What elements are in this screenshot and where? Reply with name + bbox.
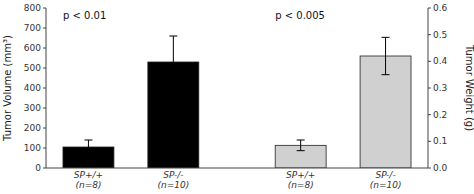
y2-axis-label: Tumor Weight (g) (464, 44, 474, 131)
y-tick-label: 700 (24, 23, 41, 33)
y2-tick-label: 0.6 (433, 3, 448, 13)
plot-marks (63, 36, 411, 168)
error-cap (84, 140, 92, 141)
y2-tick (428, 8, 431, 9)
y2-tick-label: 0.1 (433, 136, 447, 146)
page: {"chart_data": { "type": "bar", "categor… (0, 0, 474, 194)
error-cap (84, 154, 92, 155)
error-line (173, 36, 174, 88)
error-cap (382, 37, 390, 38)
x-tick-label-line: (n=10) (157, 180, 189, 190)
x-tick-label: SP+/+(n=8) (286, 170, 315, 190)
y2-tick-label: 0.3 (433, 83, 447, 93)
error-bar (84, 140, 92, 154)
y2-tick (428, 34, 431, 35)
error-cap (382, 74, 390, 75)
y-tick-label: 600 (24, 43, 41, 53)
error-line (385, 37, 386, 74)
y-tick (43, 28, 46, 29)
y2-tick-label: 0.0 (433, 163, 448, 173)
x-axis-line (46, 168, 428, 169)
y-tick (43, 68, 46, 69)
annotation: p < 0.005 (275, 10, 325, 21)
y-tick-label: 100 (24, 143, 41, 153)
y2-tick (428, 88, 431, 89)
y2-tick (428, 114, 431, 115)
x-tick-label-line: (n=10) (370, 180, 402, 190)
error-bar (297, 140, 305, 151)
y2-tick-label: 0.4 (433, 56, 448, 66)
error-cap (169, 88, 177, 89)
y2-tick (428, 168, 431, 169)
x-tick-label-line: (n=8) (75, 180, 101, 190)
annotation: p < 0.01 (63, 10, 106, 21)
chart: 0 100 200 300 400 500 600 700 800 0.0 0.1 0.2 0.3 0.4… (0, 0, 474, 194)
x-tick-label: SP+/+(n=8) (74, 170, 103, 190)
x-tick-label-line: SP+/+ (286, 170, 315, 180)
error-bar (169, 36, 177, 88)
error-line (88, 140, 89, 154)
y-tick (43, 88, 46, 89)
y-tick-label: 300 (24, 103, 41, 113)
y2-tick (428, 61, 431, 62)
y-tick (43, 48, 46, 49)
y-tick (43, 148, 46, 149)
y-axis-label: Tumor Volume (mm³) (2, 35, 13, 142)
y-tick-label: 500 (24, 63, 41, 73)
y-tick (43, 8, 46, 9)
y2-tick-label: 0.2 (433, 110, 447, 120)
y2-tick-label: 0.5 (433, 30, 447, 40)
x-tick-label: SP-/-(n=10) (157, 170, 189, 190)
x-tick-label-line: SP+/+ (74, 170, 103, 180)
error-cap (297, 150, 305, 151)
x-tick-label-line: SP-/- (375, 170, 395, 180)
y2-tick (428, 141, 431, 142)
y-tick-label: 800 (24, 3, 41, 13)
x-tick-label-line: SP-/- (163, 170, 183, 180)
y-tick (43, 108, 46, 109)
error-line (300, 140, 301, 151)
x-tick-label: SP-/-(n=10) (370, 170, 402, 190)
error-cap (169, 36, 177, 37)
x-tick-label-line: (n=8) (288, 180, 314, 190)
error-bar (382, 37, 390, 74)
y-tick-label: 0 (35, 163, 41, 173)
y-tick-label: 200 (24, 123, 41, 133)
y-tick (43, 168, 46, 169)
y-tick (43, 128, 46, 129)
error-cap (297, 140, 305, 141)
y-tick-label: 400 (24, 83, 41, 93)
